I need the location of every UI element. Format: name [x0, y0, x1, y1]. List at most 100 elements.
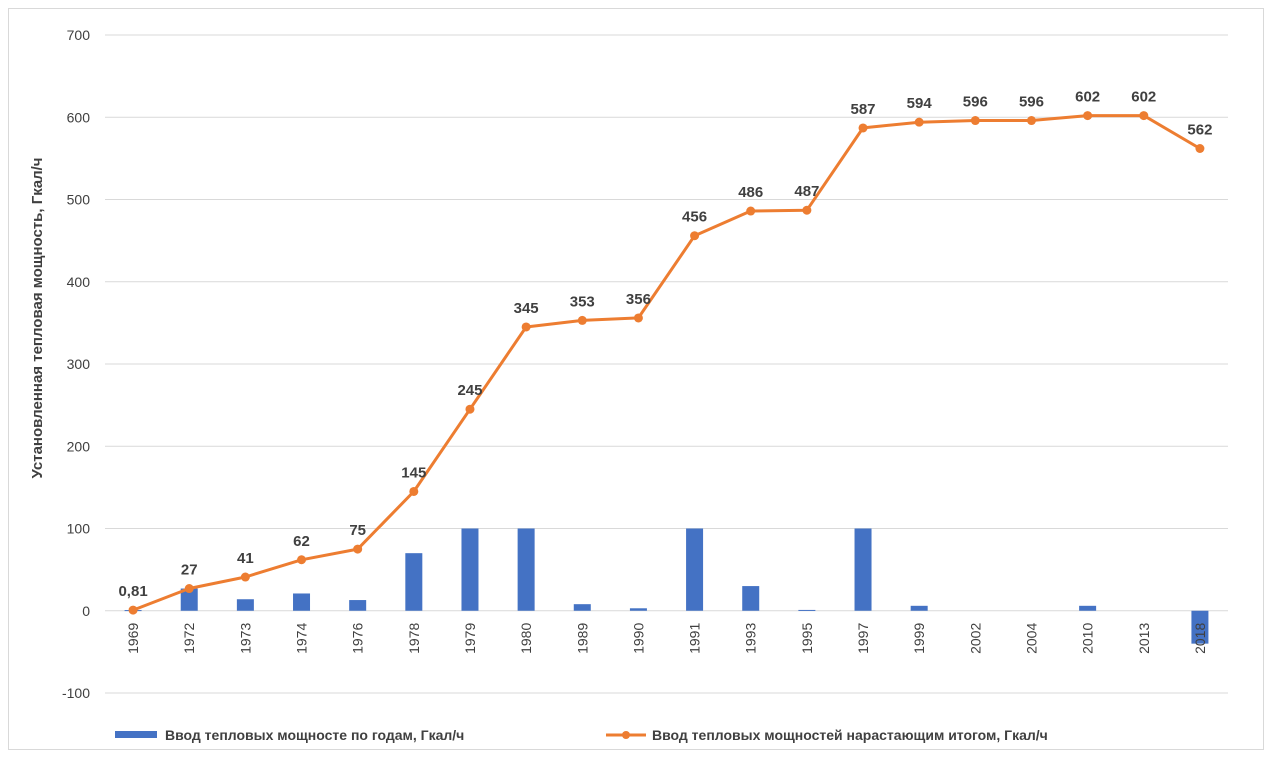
- bar: [573, 604, 591, 611]
- y-axis-label: Установленная тепловая мощность, Гкал/ч: [29, 158, 46, 479]
- bar: [236, 599, 254, 611]
- series-line: [132, 114, 1201, 612]
- data-label: 41: [237, 550, 254, 567]
- data-label: 356: [626, 291, 651, 308]
- data-label: 596: [963, 94, 988, 111]
- line-point: [746, 206, 756, 216]
- line-point: [465, 404, 475, 414]
- x-tick-label: 1995: [799, 623, 815, 654]
- x-tick-label: 1993: [743, 623, 759, 654]
- bar: [686, 528, 704, 611]
- bar: [293, 593, 311, 611]
- x-tick-label: 1976: [350, 623, 366, 654]
- line-point: [858, 123, 868, 133]
- bar: [629, 608, 647, 611]
- bar: [517, 528, 535, 611]
- data-label: 62: [293, 533, 310, 550]
- legend-bar-swatch: [115, 731, 157, 738]
- line-point: [914, 117, 924, 127]
- data-label: 562: [1187, 122, 1212, 139]
- line-point: [521, 322, 531, 332]
- data-label: 245: [457, 382, 482, 399]
- line-point: [353, 544, 363, 554]
- y-tick-label: 700: [67, 27, 91, 43]
- data-label: 596: [1019, 94, 1044, 111]
- y-tick-label: -100: [62, 685, 90, 701]
- data-label: 602: [1075, 89, 1100, 106]
- x-tick-label: 2013: [1136, 623, 1152, 654]
- x-tick-label: 2018: [1192, 623, 1208, 654]
- data-label: 594: [907, 95, 933, 112]
- bar: [854, 528, 872, 611]
- bar: [405, 553, 423, 611]
- line-point: [633, 313, 643, 323]
- line-point: [1026, 116, 1036, 126]
- x-tick-label: 1980: [518, 623, 534, 654]
- line-point: [409, 486, 419, 496]
- x-tick-label: 1978: [406, 623, 422, 654]
- bar-series: [124, 528, 1209, 644]
- data-label: 456: [682, 209, 707, 226]
- bar: [180, 588, 198, 611]
- data-label: 27: [181, 562, 198, 579]
- data-label: 75: [349, 522, 366, 539]
- y-tick-label: 300: [67, 356, 91, 372]
- legend-line-marker: [622, 731, 630, 739]
- legend: Ввод тепловых мощносте по годам, Гкал/ч …: [115, 727, 1048, 743]
- bar: [910, 605, 928, 611]
- data-label: 0,81: [118, 583, 147, 600]
- legend-bar-label: Ввод тепловых мощносте по годам, Гкал/ч: [165, 727, 464, 743]
- x-tick-label: 1972: [181, 623, 197, 654]
- data-label: 602: [1131, 89, 1156, 106]
- x-tick-label: 2002: [967, 623, 983, 654]
- x-tick-label: 1990: [630, 623, 646, 654]
- x-tick-label: 1999: [911, 623, 927, 654]
- line-point: [970, 116, 980, 126]
- line-point: [802, 205, 812, 215]
- y-tick-label: 500: [67, 192, 91, 208]
- x-tick-label: 1974: [294, 623, 310, 654]
- bar: [1191, 610, 1209, 644]
- x-tick-label: 1979: [462, 623, 478, 654]
- bar: [798, 609, 816, 611]
- y-tick-label: 200: [67, 438, 91, 454]
- legend-line-label: Ввод тепловых мощностей нарастающим итог…: [652, 727, 1048, 743]
- x-tick-label: 1989: [574, 623, 590, 654]
- line-point: [128, 605, 138, 615]
- line-point: [577, 315, 587, 325]
- line-series: [128, 111, 1205, 615]
- data-label: 345: [514, 300, 539, 317]
- x-tick-label: 1969: [125, 623, 141, 654]
- chart-frame: [8, 8, 1264, 750]
- data-labels: 0,81 27 41 62 75 145 245 345 353 356 456 486 487 587 5…: [118, 89, 1212, 600]
- line-point: [1195, 144, 1205, 154]
- line-point: [690, 231, 700, 241]
- data-label: 587: [851, 101, 876, 118]
- x-tick-label: 1997: [855, 623, 871, 654]
- y-tick-label: 400: [67, 274, 91, 290]
- bar: [461, 528, 479, 611]
- line-point: [1083, 111, 1093, 121]
- x-tick-label: 2010: [1080, 623, 1096, 654]
- data-label: 353: [570, 293, 595, 310]
- line-point: [1139, 111, 1149, 121]
- x-tick-label: 1991: [687, 623, 703, 654]
- line-point: [297, 555, 307, 565]
- bar: [349, 600, 367, 611]
- x-tick-label: 2004: [1023, 623, 1039, 654]
- grid-lines: [105, 34, 1228, 694]
- y-tick-label: 100: [67, 521, 91, 537]
- y-tick-label: 0: [82, 603, 90, 619]
- bar: [742, 586, 760, 611]
- x-tick-label: 1973: [237, 623, 253, 654]
- y-tick-label: 600: [67, 109, 91, 125]
- data-label: 145: [401, 464, 426, 481]
- data-label: 487: [794, 183, 819, 200]
- y-tick-labels: -100 0 100 200 300 400 500 600 700: [62, 27, 90, 701]
- line-point: [184, 584, 194, 594]
- data-label: 486: [738, 184, 763, 201]
- line-point: [240, 572, 250, 582]
- bar: [1079, 605, 1097, 611]
- x-tick-labels: 1969 1972 1973 1974 1976 1978 1979 1980 1989 1990…: [125, 623, 1208, 654]
